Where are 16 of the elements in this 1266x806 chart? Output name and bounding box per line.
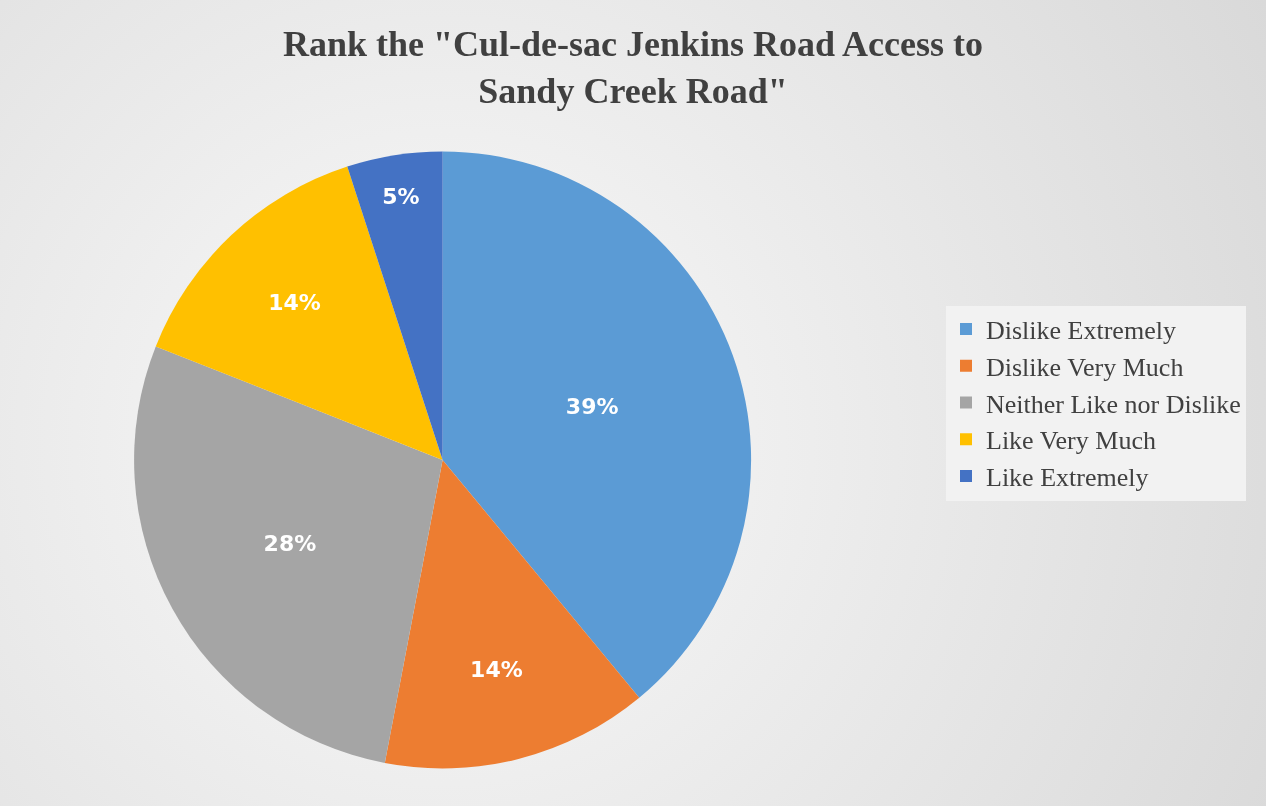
data-label: 28% (263, 531, 317, 557)
legend-label: Dislike Extremely (986, 316, 1176, 346)
legend-label: Like Very Much (986, 426, 1156, 456)
legend-label: Like Extremely (986, 463, 1149, 493)
data-label: 39% (565, 393, 619, 419)
pie-slice (347, 151, 443, 460)
data-label: 14% (470, 657, 523, 683)
chart-title: Rank the "Cul-de-sac Jenkins Road Access to Sandy Creek Road" (282, 24, 984, 112)
pie-slice (442, 151, 752, 698)
data-label: 14% (268, 289, 321, 315)
pie-slice (384, 459, 640, 768)
data-label: 5% (382, 184, 420, 209)
pie-slice (134, 346, 443, 764)
pie-slice (155, 166, 443, 460)
legend-label: Neither Like nor Dislike (986, 389, 1241, 419)
legend-label: Dislike Very Much (986, 352, 1184, 382)
